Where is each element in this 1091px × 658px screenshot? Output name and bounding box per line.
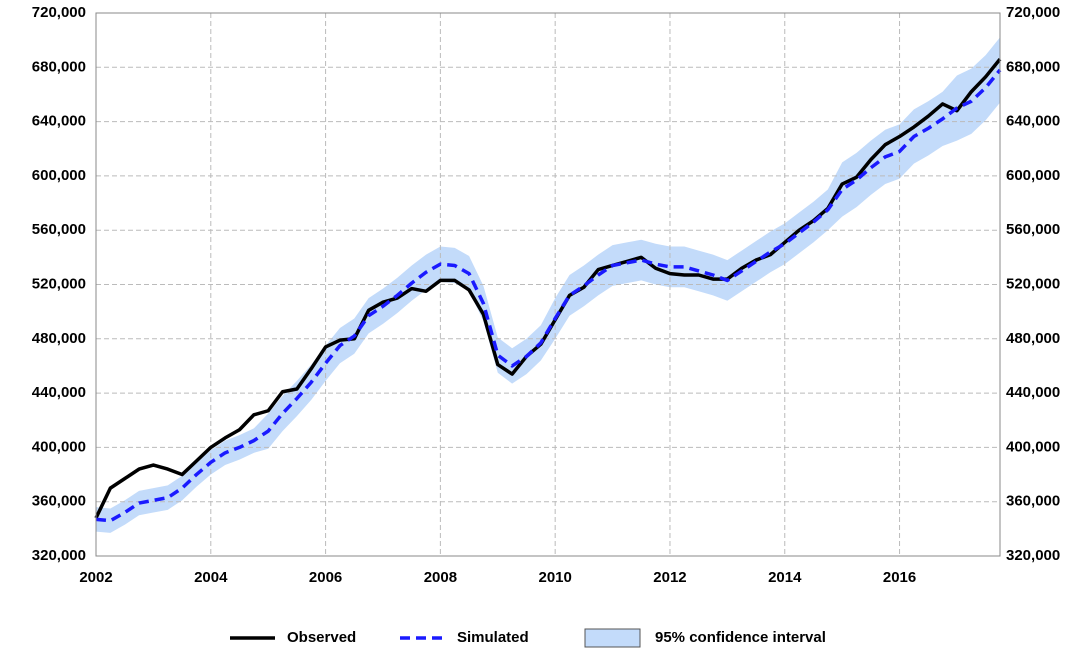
y2-tick-label: 640,000: [1006, 113, 1060, 130]
y2-tick-label: 360,000: [1006, 493, 1060, 510]
x-tick-label: 2008: [424, 569, 457, 586]
y-tick-label: 480,000: [32, 330, 86, 347]
x-tick-label: 2004: [194, 569, 228, 586]
y2-tick-label: 720,000: [1006, 4, 1060, 21]
plot-frame: [95, 12, 1001, 557]
y-tick-label: 720,000: [32, 4, 86, 21]
y-tick-label: 520,000: [32, 275, 86, 292]
y-tick-label: 320,000: [32, 547, 86, 564]
y2-tick-label: 560,000: [1006, 221, 1060, 238]
y2-tick-label: 320,000: [1006, 547, 1060, 564]
series-line: [95, 68, 1002, 523]
y-tick-label: 560,000: [32, 221, 86, 238]
y-tick-label: 640,000: [32, 113, 86, 130]
y2-tick-label: 520,000: [1006, 275, 1060, 292]
y2-tick-label: 400,000: [1006, 438, 1060, 455]
y2-tick-label: 680,000: [1006, 58, 1060, 75]
legend-swatch: [584, 628, 641, 648]
legend-label: Observed: [287, 629, 356, 646]
x-tick-label: 2014: [768, 569, 802, 586]
x-tick-label: 2012: [653, 569, 686, 586]
x-tick-label: 2010: [538, 569, 571, 586]
legend-label: 95% confidence interval: [655, 629, 826, 646]
confidence-band: [96, 37, 1000, 533]
x-tick-label: 2016: [883, 569, 916, 586]
x-tick-label: 2006: [309, 569, 342, 586]
y-tick-label: 440,000: [32, 384, 86, 401]
y-tick-label: 680,000: [32, 58, 86, 75]
legend-label: Simulated: [457, 629, 529, 646]
y2-tick-label: 600,000: [1006, 167, 1060, 184]
y-tick-label: 360,000: [32, 493, 86, 510]
x-tick-label: 2002: [79, 569, 112, 586]
y-tick-label: 600,000: [32, 167, 86, 184]
y2-tick-label: 440,000: [1006, 384, 1060, 401]
y2-tick-label: 480,000: [1006, 330, 1060, 347]
y-tick-label: 400,000: [32, 438, 86, 455]
